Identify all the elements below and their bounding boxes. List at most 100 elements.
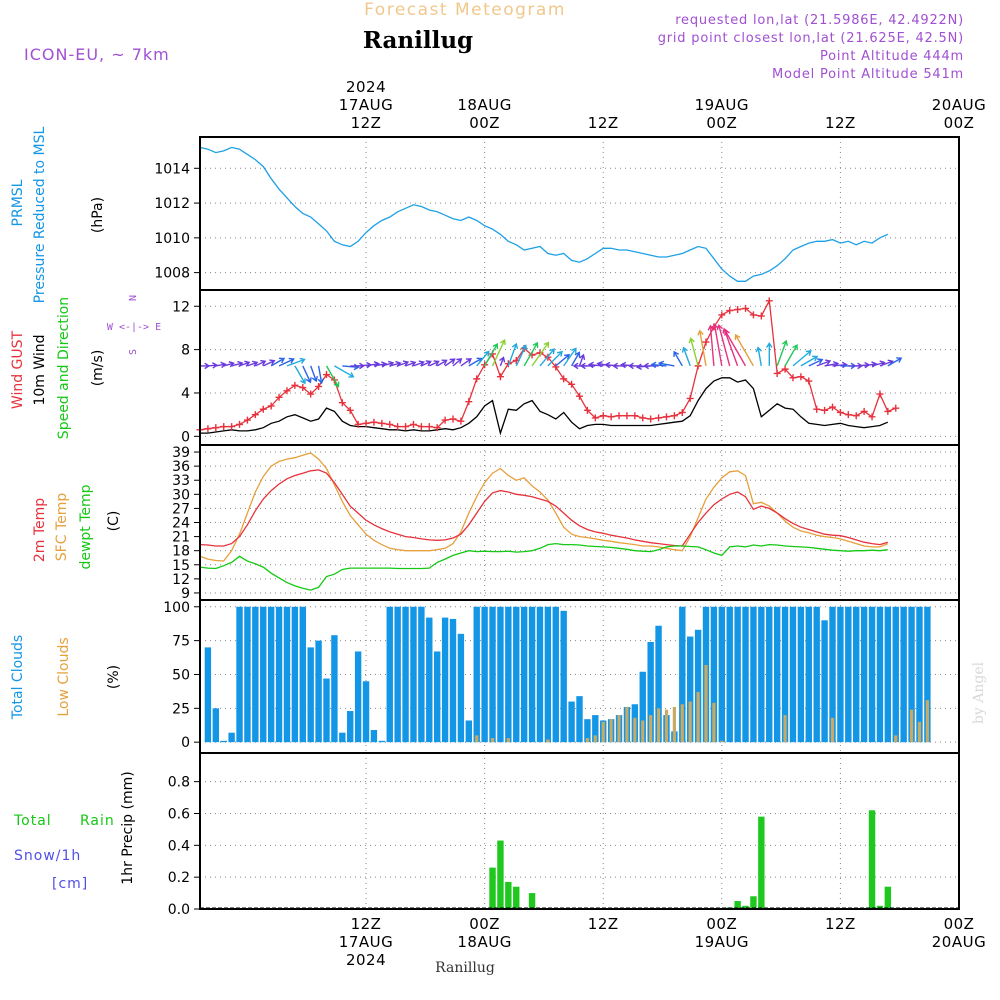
- precip-plot-area: [200, 753, 959, 909]
- total-cloud-bar: [275, 606, 283, 743]
- gust-marker: [236, 420, 244, 428]
- wind-direction-arrow: [325, 365, 340, 388]
- total-cloud-bar: [236, 606, 243, 743]
- total-cloud-bar: [465, 720, 473, 743]
- temp-ytick-label: 24: [172, 516, 190, 532]
- low-cloud-bar: [664, 709, 669, 743]
- gust-marker: [283, 387, 291, 395]
- precip-bar: [505, 881, 512, 909]
- low-cloud-bar: [712, 702, 716, 743]
- wind-ytick-label: 0: [181, 429, 190, 445]
- precip-ytick-label: 0.6: [168, 806, 190, 822]
- low-cloud-bar: [609, 719, 613, 743]
- gust-marker: [354, 420, 362, 428]
- gust-marker: [852, 412, 860, 420]
- precip-bar: [750, 896, 757, 909]
- wind-ytick-label: 12: [172, 299, 190, 315]
- total-cloud-bar: [718, 606, 726, 743]
- total-cloud-bar: [868, 606, 876, 743]
- wind-direction-arrow: [792, 350, 812, 367]
- top-time-label: 12Z: [588, 114, 619, 132]
- footer-location: Ranillug: [435, 960, 495, 976]
- total-cloud-bar: [758, 606, 765, 743]
- low-cloud-bar: [783, 715, 787, 743]
- low-cloud-bar: [546, 739, 550, 743]
- wind-direction-arrow: [832, 361, 848, 369]
- precip-frame: [199, 752, 960, 910]
- gust-marker: [568, 380, 576, 388]
- pressure-ytick-label: 1012: [154, 196, 190, 212]
- gust-marker: [496, 373, 504, 381]
- total-cloud-bar: [789, 606, 797, 743]
- wind-10m-label: 10m Wind: [32, 334, 48, 405]
- gust-marker: [552, 363, 560, 371]
- prmsl-label: PRMSL: [10, 179, 26, 226]
- wind-direction-arrow: [286, 357, 306, 367]
- gust-marker: [386, 420, 394, 428]
- gust-marker: [686, 394, 694, 402]
- gust-marker: [781, 365, 789, 373]
- total-cloud-bar: [797, 606, 805, 743]
- wind-direction-arrow: [724, 329, 747, 367]
- clouds-ytick-label: 75: [172, 634, 190, 650]
- model-altitude: Model Point Altitude 541m: [772, 67, 964, 82]
- wind-plot-area: [200, 290, 959, 445]
- total-cloud-bar: [331, 635, 338, 743]
- temp-ytick-label: 12: [172, 572, 190, 588]
- low-cloud-bar: [656, 708, 661, 743]
- top-time-label: 12Z: [351, 114, 382, 132]
- wind-speed-line: [200, 377, 889, 436]
- gust-marker: [734, 306, 742, 314]
- total-cloud-bar: [291, 606, 299, 743]
- gust-marker: [417, 423, 425, 431]
- location-title: Ranillug: [363, 27, 473, 54]
- gust-marker: [378, 419, 386, 427]
- gust-marker: [441, 416, 449, 424]
- total-cloud-bar: [853, 606, 860, 743]
- gust-marker: [718, 311, 726, 319]
- gust-marker: [291, 381, 299, 389]
- precip-bar: [497, 840, 504, 909]
- wind-direction-arrow: [579, 362, 596, 370]
- total-cloud-bar: [426, 617, 433, 743]
- wind-direction-arrow: [476, 350, 490, 367]
- gust-marker: [876, 390, 884, 398]
- requested-coords: requested lon,lat (21.5986E, 42.4922N): [675, 13, 964, 28]
- temp-2m-label: 2m Temp: [32, 498, 48, 562]
- total-cloud-bar: [679, 606, 686, 743]
- low-cloud-bar: [680, 704, 684, 743]
- total-cloud-bar: [433, 651, 441, 743]
- total-cloud-bar: [750, 606, 757, 743]
- wind-direction-arrow: [755, 346, 763, 367]
- wind-direction-arrow: [716, 323, 731, 367]
- precip-bar: [734, 901, 741, 909]
- wind-direction-arrow: [776, 339, 788, 367]
- pressure-ytick-label: 1010: [154, 231, 190, 247]
- precip-ytick-label: 0.2: [168, 870, 190, 886]
- wind-direction-arrow: [784, 344, 798, 367]
- total-cloud-bar: [252, 606, 259, 743]
- percent-label: (%): [106, 665, 122, 689]
- total-cloud-bar: [568, 701, 575, 743]
- precip-bar: [513, 886, 520, 909]
- low-cloud-bar: [720, 740, 724, 743]
- low-cloud-bar: [909, 709, 914, 743]
- total-label: Total: [13, 813, 52, 829]
- wind-direction-arrow: [578, 353, 586, 367]
- precip-bar: [758, 816, 765, 909]
- precip-bar: [868, 810, 876, 909]
- sfc-temp-line: [199, 452, 889, 562]
- wind-direction-arrow: [239, 360, 251, 367]
- total-cloud-bar: [410, 606, 417, 743]
- gust-marker: [749, 311, 757, 319]
- temp-ytick-label: 30: [172, 487, 190, 503]
- pressure-panel: 1008 1010 1012 1014: [154, 136, 960, 291]
- total-cloud-bar: [228, 732, 235, 743]
- gust-marker: [409, 420, 417, 428]
- total-cloud-bar: [924, 606, 931, 743]
- wind-ytick-label: 8: [181, 343, 190, 359]
- compass-south: S: [128, 349, 139, 355]
- bottom-time-label: 18AUG: [457, 933, 511, 951]
- gust-marker: [702, 338, 710, 346]
